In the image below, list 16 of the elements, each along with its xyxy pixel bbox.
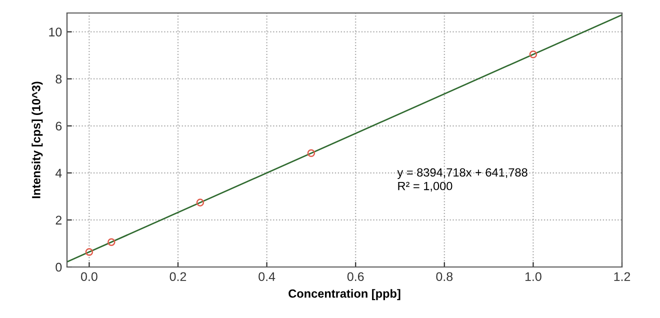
y-tick-label: 4	[55, 168, 62, 178]
annotation: y = 8394,718x + 641,788 R² = 1,000	[397, 168, 528, 192]
x-tick-label: 0.6	[347, 272, 364, 282]
x-tick-label: 1.0	[525, 272, 542, 282]
x-tick-label: 0.4	[258, 272, 276, 282]
y-tick-label: 10	[49, 28, 62, 36]
y-tick-label: 8	[56, 74, 62, 84]
x-tick-label: 0.2	[170, 272, 186, 282]
y-axis-title: Intensity [cps] (10^3)	[32, 82, 43, 198]
y-tick-label: 0	[56, 262, 62, 272]
y-tick-label: 6	[56, 122, 62, 131]
x-tick-label: 0.8	[436, 272, 453, 282]
x-tick-label: 0.0	[81, 272, 98, 282]
x-tick-label: 1.2	[614, 272, 630, 281]
x-axis-title: Concentration [ppb]	[288, 289, 400, 300]
y-tick-label: 2	[56, 216, 62, 224]
